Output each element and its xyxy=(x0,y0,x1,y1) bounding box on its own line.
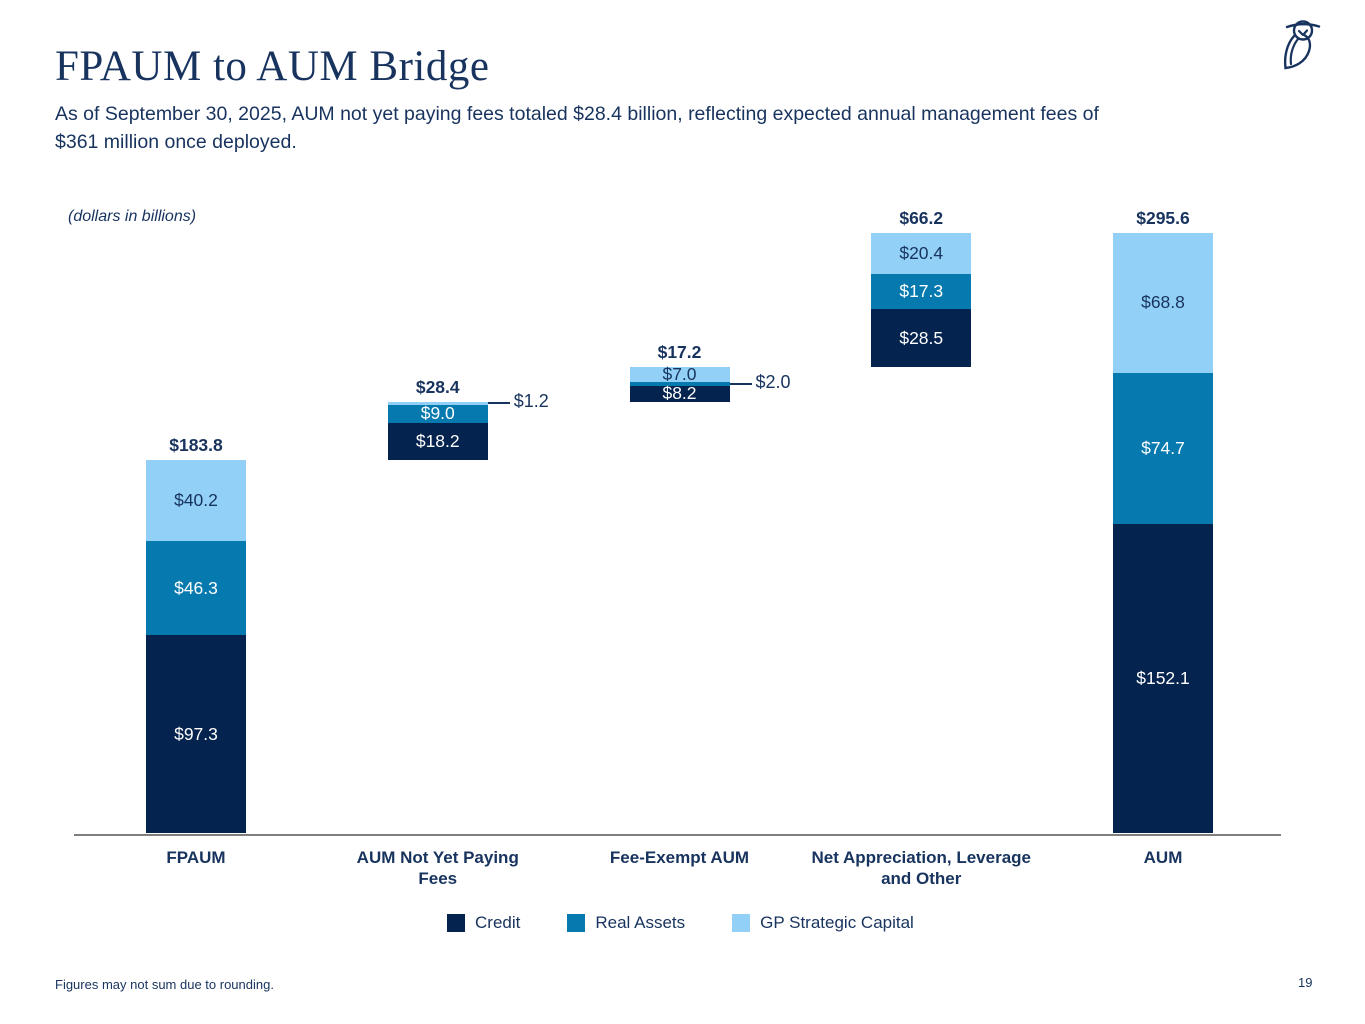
category-label-line: AUM xyxy=(1143,848,1183,867)
category-label-line: and Other xyxy=(881,869,962,888)
bar-segment-aum-real-assets: $74.7 xyxy=(1113,372,1213,525)
segment-value-label: $68.8 xyxy=(1141,292,1185,313)
bar-segment-net-appreciation-leverage-and-other-gp-strategic-capital: $20.4 xyxy=(871,232,972,275)
segment-value-label: $18.2 xyxy=(415,430,460,451)
category-label-line: Fee-Exempt AUM xyxy=(609,848,750,867)
legend-swatch-icon xyxy=(567,914,586,932)
segment-value-label: $28.5 xyxy=(899,327,944,348)
bar-segment-fpaum-real-assets: $46.3 xyxy=(146,541,246,636)
legend-item-credit: Credit xyxy=(447,913,520,933)
bar-segment-net-appreciation-leverage-and-other-credit: $28.5 xyxy=(871,309,972,368)
page-title: FPAUM to AUM Bridge xyxy=(55,43,490,90)
legend-label: GP Strategic Capital xyxy=(760,913,914,932)
category-label-aum-not-yet-paying-fees: AUM Not Yet Paying Fees xyxy=(310,847,566,889)
segment-value-label: $9.0 xyxy=(420,403,455,424)
callout-value-label: $1.2 xyxy=(513,391,549,412)
blue-owl-logo-icon xyxy=(1283,20,1321,70)
segment-value-label: $8.2 xyxy=(662,383,697,404)
category-label-fee-exempt-aum: Fee-Exempt AUM xyxy=(552,847,808,868)
segment-value-label: $74.7 xyxy=(1141,437,1185,458)
legend-label: Real Assets xyxy=(595,913,686,932)
bar-segment-fpaum-gp-strategic-capital: $40.2 xyxy=(146,459,246,542)
units-note: (dollars in billions) xyxy=(68,208,197,225)
bar-segment-fee-exempt-aum-gp-strategic-capital: $7.0 xyxy=(629,364,730,384)
legend-item-gp-strategic-capital: GP Strategic Capital xyxy=(732,913,914,933)
bar-segment-aum-gp-strategic-capital: $68.8 xyxy=(1113,232,1213,373)
legend-swatch-icon xyxy=(732,914,751,932)
segment-value-label: $97.3 xyxy=(174,723,218,744)
bar-segment-aum-not-yet-paying-fees-gp-strategic-capital xyxy=(387,402,488,405)
page-number: 19 xyxy=(1298,975,1313,990)
segment-value-label: $46.3 xyxy=(174,577,218,598)
segment-value-label: $40.2 xyxy=(174,490,218,511)
category-label-line: AUM Not Yet Paying xyxy=(356,848,519,867)
subtitle-line-2: $361 million once deployed. xyxy=(55,130,297,153)
subtitle-line-1: As of September 30, 2025, AUM not yet pa… xyxy=(55,103,1099,125)
bar-segment-fpaum-credit: $97.3 xyxy=(146,635,246,833)
bar-segment-aum-credit: $152.1 xyxy=(1113,524,1213,833)
category-label-net-appreciation-leverage-and-other: Net Appreciation, Leverage and Other xyxy=(793,847,1049,889)
category-label-aum: AUM xyxy=(1035,847,1291,868)
legend-swatch-icon xyxy=(447,914,465,932)
bar-segment-fee-exempt-aum-credit: $8.2 xyxy=(629,383,730,404)
subtitle: As of September 30, 2025, AUM not yet pa… xyxy=(55,101,1099,156)
segment-value-label: $7.0 xyxy=(662,363,697,384)
bar-total-label: $17.2 xyxy=(657,342,702,363)
chart-legend: Credit Real Assets GP Strategic Capital xyxy=(447,913,914,933)
legend-item-real-assets: Real Assets xyxy=(567,913,685,933)
bar-segment-aum-not-yet-paying-fees-real-assets: $9.0 xyxy=(387,403,488,424)
callout-line-real-assets xyxy=(729,382,752,385)
callout-value-label: $2.0 xyxy=(755,371,791,392)
category-label-line: Net Appreciation, Leverage xyxy=(811,848,1032,867)
segment-value-label: $17.3 xyxy=(899,281,944,302)
callout-line-gp-strategic-capital xyxy=(487,402,510,405)
category-label-fpaum: FPAUM xyxy=(68,847,324,868)
bar-total-label: $66.2 xyxy=(899,207,944,228)
bar-segment-fee-exempt-aum-real-assets xyxy=(629,381,730,386)
bar-total-label: $28.4 xyxy=(415,377,460,398)
category-label-line: Fees xyxy=(418,869,458,888)
footnote: Figures may not sum due to rounding. xyxy=(55,977,274,992)
segment-value-label: $152.1 xyxy=(1136,668,1190,689)
bar-total-label: $183.8 xyxy=(169,434,223,455)
bar-segment-aum-not-yet-paying-fees-credit: $18.2 xyxy=(387,422,488,460)
bar-segment-net-appreciation-leverage-and-other-real-assets: $17.3 xyxy=(871,274,972,310)
x-axis-line xyxy=(74,834,1281,836)
segment-value-label: $20.4 xyxy=(899,243,944,264)
bar-total-label: $295.6 xyxy=(1136,207,1190,228)
legend-label: Credit xyxy=(475,913,521,932)
category-label-line: FPAUM xyxy=(166,848,226,867)
